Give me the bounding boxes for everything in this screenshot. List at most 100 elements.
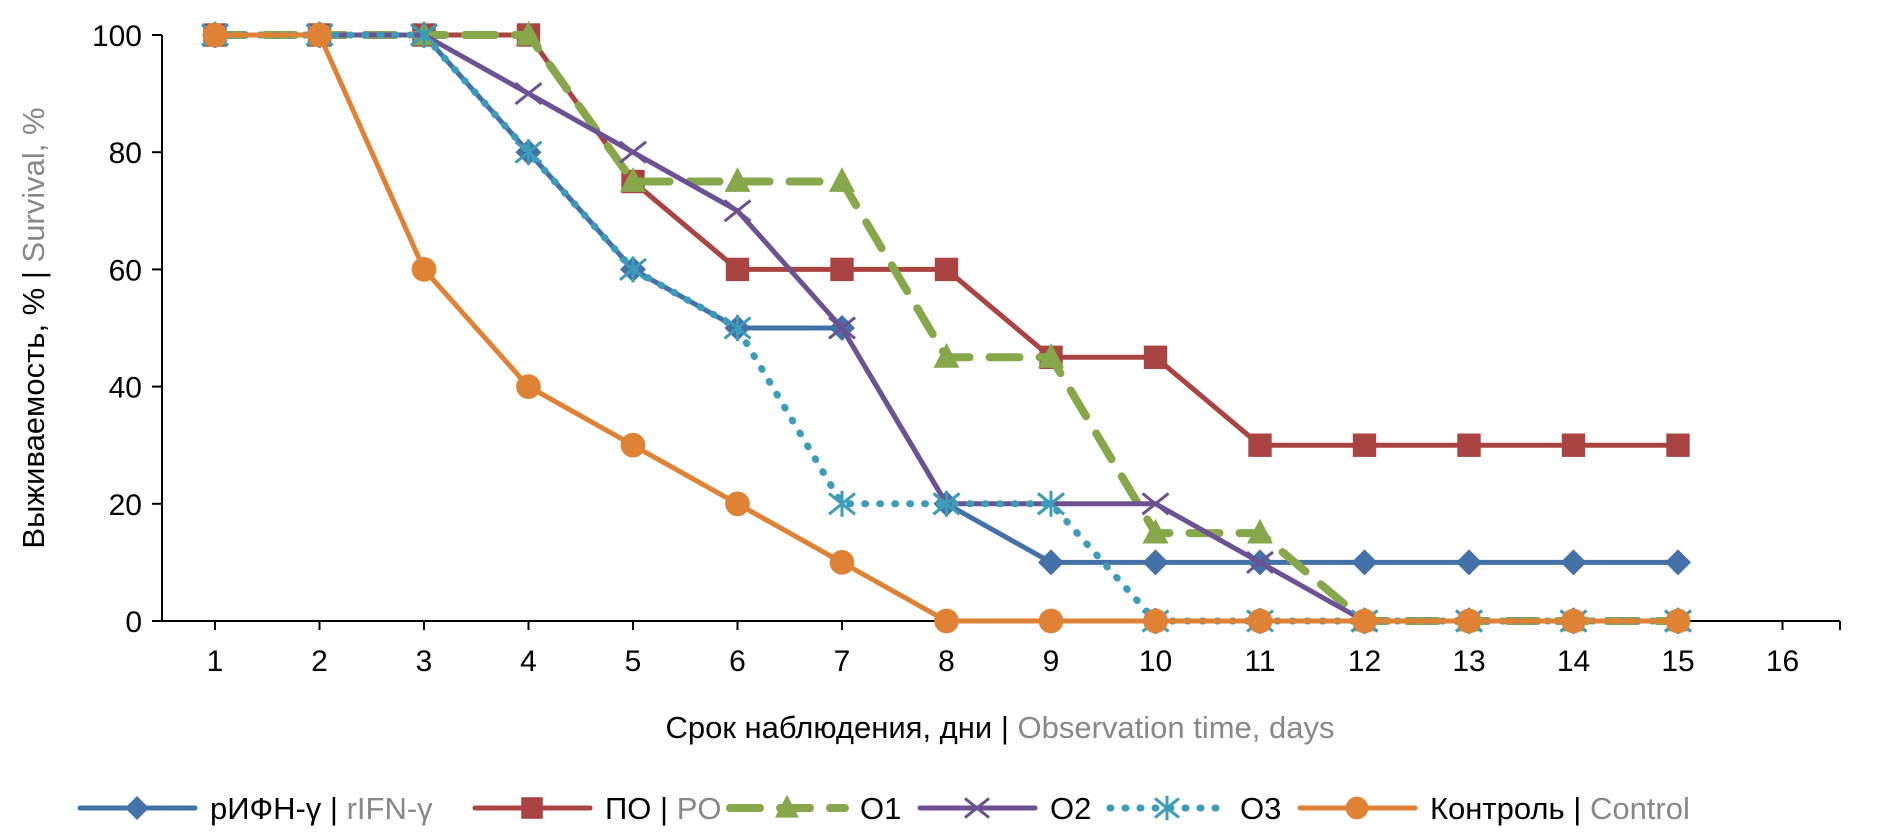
data-point	[410, 22, 438, 48]
series-control	[202, 22, 1691, 634]
x-tick-label: 3	[416, 645, 433, 678]
x-axis-title-ru: Срок наблюдения, дни	[665, 710, 992, 745]
data-point	[1143, 608, 1168, 634]
data-point	[934, 257, 959, 282]
legend-item: O1	[726, 791, 901, 826]
data-point	[830, 257, 854, 282]
x-tick-label: 4	[520, 645, 537, 678]
legend: рИФН-γ | rIFN-γ ПО | PO O1 O2 O3 Контроль | C…	[77, 791, 1690, 826]
legend-marker	[125, 796, 149, 820]
y-tick-label: 100	[92, 20, 142, 53]
legend-label-sep: |	[651, 791, 676, 826]
series-line	[211, 31, 1682, 625]
legend-label: O1	[860, 791, 901, 826]
data-point	[934, 608, 959, 634]
legend-label: рИФН-γ | rIFN-γ	[210, 791, 433, 826]
series-line	[212, 32, 1681, 624]
data-point	[828, 316, 856, 340]
data-point	[514, 82, 543, 106]
y-axis-title-ru: Выживаемость, %	[16, 288, 51, 549]
data-point	[1246, 550, 1274, 574]
data-point	[515, 20, 542, 46]
data-point	[723, 199, 752, 223]
series-o3	[201, 22, 1692, 634]
x-tick-label: 16	[1766, 645, 1799, 678]
x-axis-title: Срок наблюдения, дни | Observation time,…	[665, 710, 1334, 745]
data-point	[1456, 608, 1482, 634]
data-point	[1351, 549, 1378, 576]
data-point	[1665, 549, 1691, 576]
data-point	[723, 315, 752, 341]
data-point	[1038, 343, 1064, 368]
data-point	[1248, 433, 1272, 457]
series-line	[212, 32, 1681, 448]
y-axis-title-sep: |	[16, 262, 51, 287]
legend-marker	[1345, 796, 1369, 820]
legend-label-en: Control	[1590, 791, 1690, 826]
legend-label-ru: ПО	[605, 791, 651, 826]
data-point	[1038, 608, 1064, 634]
data-point	[1247, 518, 1273, 544]
data-point	[1456, 549, 1482, 576]
series-line	[212, 32, 1681, 624]
x-tick-label: 7	[834, 645, 851, 678]
data-point	[725, 491, 750, 517]
legend-label-en: rIFN-γ	[347, 791, 434, 826]
data-point	[1457, 433, 1481, 457]
data-point	[1561, 433, 1586, 457]
data-point	[620, 167, 646, 192]
data-point	[1352, 433, 1377, 457]
x-axis-title-en: Observation time, days	[1017, 710, 1334, 745]
x-tick-label: 1	[207, 645, 224, 678]
x-tick-label: 10	[1139, 645, 1172, 678]
y-axis-title-en: Survival, %	[16, 107, 51, 262]
data-point	[620, 432, 646, 458]
y-tick-label: 60	[109, 254, 142, 287]
legend-label: Контроль | Control	[1430, 791, 1690, 826]
data-point	[1142, 518, 1169, 544]
x-tick-label: 5	[625, 645, 642, 678]
data-point	[516, 374, 541, 399]
data-point	[411, 257, 437, 282]
series-line	[212, 32, 1681, 565]
x-tick-label: 11	[1244, 645, 1275, 678]
data-point	[829, 167, 855, 192]
data-point	[829, 550, 855, 575]
legend-item: ПО | PO	[472, 791, 721, 826]
data-point	[619, 140, 647, 164]
data-point	[307, 22, 332, 48]
legend-label-ru: O2	[1050, 791, 1091, 826]
legend-marker	[1154, 796, 1180, 820]
legend-marker	[964, 797, 990, 819]
data-point	[514, 139, 543, 166]
legend-marker	[521, 797, 543, 819]
data-point	[1143, 345, 1168, 369]
data-point	[932, 490, 961, 517]
data-point	[933, 343, 960, 368]
legend-label-sep: |	[321, 791, 346, 826]
x-tick-label: 15	[1661, 645, 1694, 678]
series-po	[203, 23, 1690, 457]
x-tick-label: 2	[311, 645, 328, 678]
data-point	[1666, 433, 1690, 457]
legend-item: Контроль | Control	[1297, 791, 1690, 826]
data-point	[619, 256, 647, 283]
data-point	[1560, 549, 1587, 576]
x-tick-label: 8	[938, 645, 955, 678]
data-point	[724, 167, 751, 192]
legend-label-en: PO	[677, 791, 722, 826]
series-o2	[201, 23, 1692, 633]
series-o1	[202, 20, 1691, 632]
x-tick-label: 9	[1043, 645, 1060, 678]
x-tick-label: 6	[729, 645, 746, 678]
x-axis-title-sep: |	[992, 710, 1017, 745]
y-tick-label: 20	[109, 489, 142, 522]
legend-label: O2	[1050, 791, 1091, 826]
legend-label: ПО | PO	[605, 791, 721, 826]
data-point	[1665, 608, 1691, 634]
series-layer	[201, 20, 1692, 634]
series-line	[211, 31, 1682, 625]
data-point	[1037, 490, 1065, 517]
